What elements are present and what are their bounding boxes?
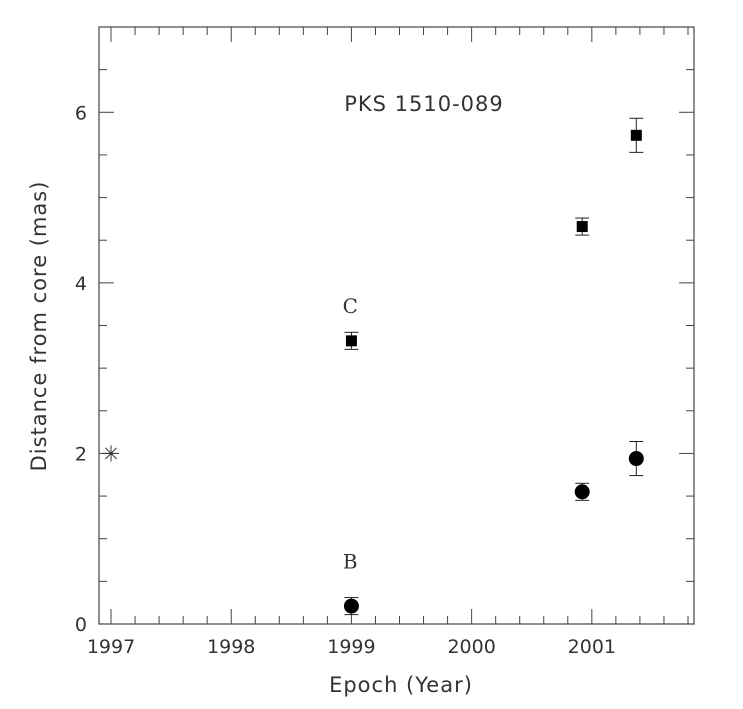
- square-marker: [576, 221, 588, 233]
- asterisk-marker: [103, 445, 120, 462]
- y-tick-label: 0: [75, 614, 87, 636]
- x-tick-label: 1999: [327, 636, 375, 658]
- x-tick-label: 1998: [207, 636, 255, 658]
- annotations: CB: [343, 294, 358, 574]
- y-tick-label: 6: [75, 102, 87, 124]
- circle-marker: [628, 451, 644, 467]
- x-axis-title: Epoch (Year): [329, 673, 473, 697]
- y-axis-title: Distance from core (mas): [27, 181, 51, 472]
- annotation-label: C: [343, 294, 358, 318]
- axis-ticks: [99, 26, 694, 625]
- data-points: [103, 117, 644, 616]
- square-marker: [345, 335, 357, 347]
- x-tick-label: 2001: [568, 636, 616, 658]
- plot-frame: [98, 26, 695, 625]
- plot-title: PKS 1510-089: [344, 92, 504, 116]
- x-tick-label: 2000: [447, 636, 495, 658]
- circle-marker: [343, 598, 359, 614]
- y-tick-label: 4: [75, 273, 87, 295]
- y-tick-label: 2: [75, 443, 87, 465]
- annotation-label: B: [343, 550, 358, 574]
- circle-marker: [574, 484, 590, 500]
- tick-labels: 1997 1998 1999 2000 2001 0 2 4 6: [75, 102, 616, 658]
- square-marker: [630, 129, 642, 141]
- x-tick-label: 1997: [87, 636, 135, 658]
